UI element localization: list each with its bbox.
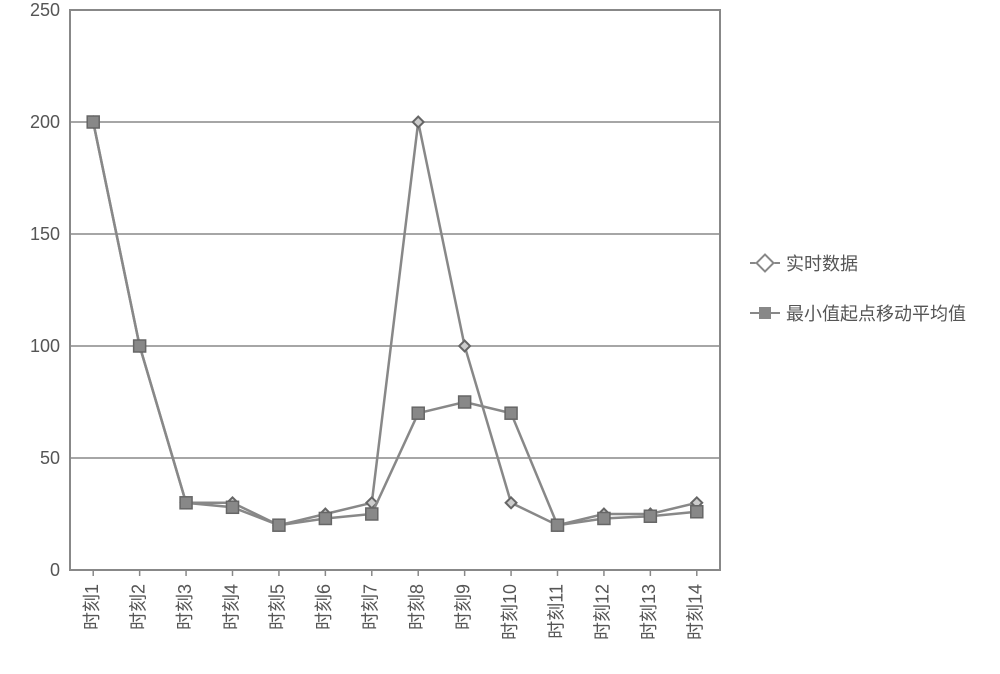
legend-marker-square — [750, 312, 780, 314]
svg-text:250: 250 — [30, 0, 60, 20]
line-chart: 0 50 100 150 200 250 时刻1 时刻2 时刻3 时刻4 时刻5 时刻6 时刻7 时刻8 时… — [0, 0, 1000, 674]
svg-text:100: 100 — [30, 336, 60, 356]
svg-text:0: 0 — [50, 560, 60, 580]
legend-label-movingavg: 最小值起点移动平均值 — [786, 300, 966, 326]
svg-text:时刻7: 时刻7 — [361, 584, 381, 630]
svg-text:时刻9: 时刻9 — [453, 584, 473, 630]
svg-text:时刻12: 时刻12 — [593, 584, 613, 640]
svg-text:时刻11: 时刻11 — [546, 584, 566, 639]
svg-text:时刻1: 时刻1 — [82, 584, 102, 630]
legend-item-realtime: 实时数据 — [750, 250, 858, 276]
svg-text:时刻14: 时刻14 — [686, 584, 706, 640]
svg-text:50: 50 — [40, 448, 60, 468]
svg-text:时刻3: 时刻3 — [175, 584, 195, 630]
chart-container: 0 50 100 150 200 250 时刻1 时刻2 时刻3 时刻4 时刻5 时刻6 时刻7 时刻8 时… — [0, 0, 1000, 674]
svg-text:时刻8: 时刻8 — [407, 584, 427, 630]
svg-text:时刻4: 时刻4 — [221, 584, 241, 630]
svg-text:时刻13: 时刻13 — [639, 584, 659, 640]
svg-text:时刻10: 时刻10 — [500, 584, 520, 640]
svg-text:时刻2: 时刻2 — [128, 584, 148, 630]
svg-text:200: 200 — [30, 112, 60, 132]
legend-label-realtime: 实时数据 — [786, 250, 858, 276]
svg-text:时刻5: 时刻5 — [268, 584, 288, 630]
legend-marker-diamond — [750, 262, 780, 264]
svg-text:150: 150 — [30, 224, 60, 244]
legend-item-movingavg: 最小值起点移动平均值 — [750, 300, 966, 326]
svg-text:时刻6: 时刻6 — [314, 584, 334, 630]
